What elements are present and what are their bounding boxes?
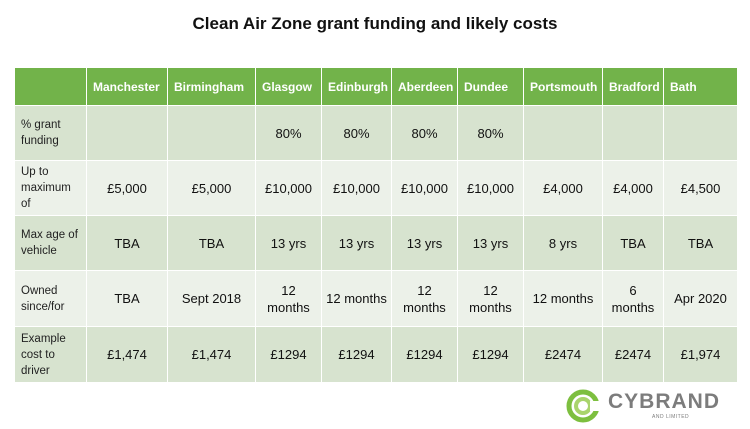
table-cell: 8 yrs bbox=[523, 215, 603, 271]
table-cell: £4,500 bbox=[663, 160, 738, 216]
row-label: % grant funding bbox=[14, 105, 87, 161]
table-cell: 6 months bbox=[602, 270, 664, 327]
table-cell: £1294 bbox=[321, 326, 392, 383]
table-cell: TBA bbox=[86, 215, 168, 271]
header-cell: Edinburgh bbox=[321, 67, 392, 106]
header-cell: Bath bbox=[663, 67, 738, 106]
header-cell: Dundee bbox=[457, 67, 524, 106]
table-cell: 80% bbox=[321, 105, 392, 161]
table-cell: £1,474 bbox=[167, 326, 256, 383]
table-cell: £10,000 bbox=[391, 160, 458, 216]
table-cell: £4,000 bbox=[523, 160, 603, 216]
grant-table: Manchester Birmingham Glasgow Edinburgh … bbox=[14, 67, 738, 383]
table-cell: £5,000 bbox=[86, 160, 168, 216]
row-label: Up to maximum of bbox=[14, 160, 87, 216]
table-cell: £2474 bbox=[523, 326, 603, 383]
table-cell: 12 months bbox=[321, 270, 392, 327]
header-cell: Aberdeen bbox=[391, 67, 458, 106]
table-cell: 12 months bbox=[457, 270, 524, 327]
cybrand-logo: CYBRAND AND LIMITED bbox=[566, 389, 734, 423]
table-cell: £1294 bbox=[457, 326, 524, 383]
table-cell: TBA bbox=[602, 215, 664, 271]
table-cell: £10,000 bbox=[321, 160, 392, 216]
header-cell: Birmingham bbox=[167, 67, 256, 106]
table-cell: £1294 bbox=[391, 326, 458, 383]
table-cell: 13 yrs bbox=[391, 215, 458, 271]
table-cell: 12 months bbox=[391, 270, 458, 327]
table-cell bbox=[663, 105, 738, 161]
table-cell: 13 yrs bbox=[321, 215, 392, 271]
table-cell: 12 months bbox=[255, 270, 322, 327]
table-cell: Apr 2020 bbox=[663, 270, 738, 327]
table-row: Max age of vehicle TBA TBA 13 yrs 13 yrs… bbox=[14, 215, 738, 271]
table-cell: £1294 bbox=[255, 326, 322, 383]
table-cell: TBA bbox=[167, 215, 256, 271]
table-row: % grant funding 80% 80% 80% 80% bbox=[14, 105, 738, 161]
table-row: Example cost to driver £1,474 £1,474 £12… bbox=[14, 326, 738, 383]
table-cell: TBA bbox=[86, 270, 168, 327]
logo-wordmark: CYBRAND bbox=[608, 390, 720, 413]
row-label: Owned since/for bbox=[14, 270, 87, 327]
header-row: Manchester Birmingham Glasgow Edinburgh … bbox=[14, 67, 738, 106]
row-label: Max age of vehicle bbox=[14, 215, 87, 271]
table-cell: £5,000 bbox=[167, 160, 256, 216]
logo-subtext: AND LIMITED bbox=[652, 414, 690, 420]
table-cell: 12 months bbox=[523, 270, 603, 327]
table-cell: £4,000 bbox=[602, 160, 664, 216]
row-label: Example cost to driver bbox=[14, 326, 87, 383]
header-cell: Portsmouth bbox=[523, 67, 603, 106]
table-cell bbox=[86, 105, 168, 161]
table-cell bbox=[167, 105, 256, 161]
header-cell: Manchester bbox=[86, 67, 168, 106]
table-cell: £1,474 bbox=[86, 326, 168, 383]
table-cell bbox=[523, 105, 603, 161]
table-cell: 13 yrs bbox=[255, 215, 322, 271]
table-cell: £2474 bbox=[602, 326, 664, 383]
cybrand-logo-icon bbox=[566, 389, 604, 423]
table-cell: 13 yrs bbox=[457, 215, 524, 271]
table-row: Owned since/for TBA Sept 2018 12 months … bbox=[14, 270, 738, 327]
header-cell: Glasgow bbox=[255, 67, 322, 106]
header-cell-empty bbox=[14, 67, 87, 106]
table-cell: 80% bbox=[457, 105, 524, 161]
table-cell bbox=[602, 105, 664, 161]
page-title: Clean Air Zone grant funding and likely … bbox=[192, 14, 558, 33]
table-row: Up to maximum of £5,000 £5,000 £10,000 £… bbox=[14, 160, 738, 216]
table-cell: £10,000 bbox=[255, 160, 322, 216]
table-cell: TBA bbox=[663, 215, 738, 271]
table-cell: 80% bbox=[391, 105, 458, 161]
table-cell: £10,000 bbox=[457, 160, 524, 216]
table-cell: Sept 2018 bbox=[167, 270, 256, 327]
header-cell: Bradford bbox=[602, 67, 664, 106]
table-cell: 80% bbox=[255, 105, 322, 161]
table-cell: £1,974 bbox=[663, 326, 738, 383]
